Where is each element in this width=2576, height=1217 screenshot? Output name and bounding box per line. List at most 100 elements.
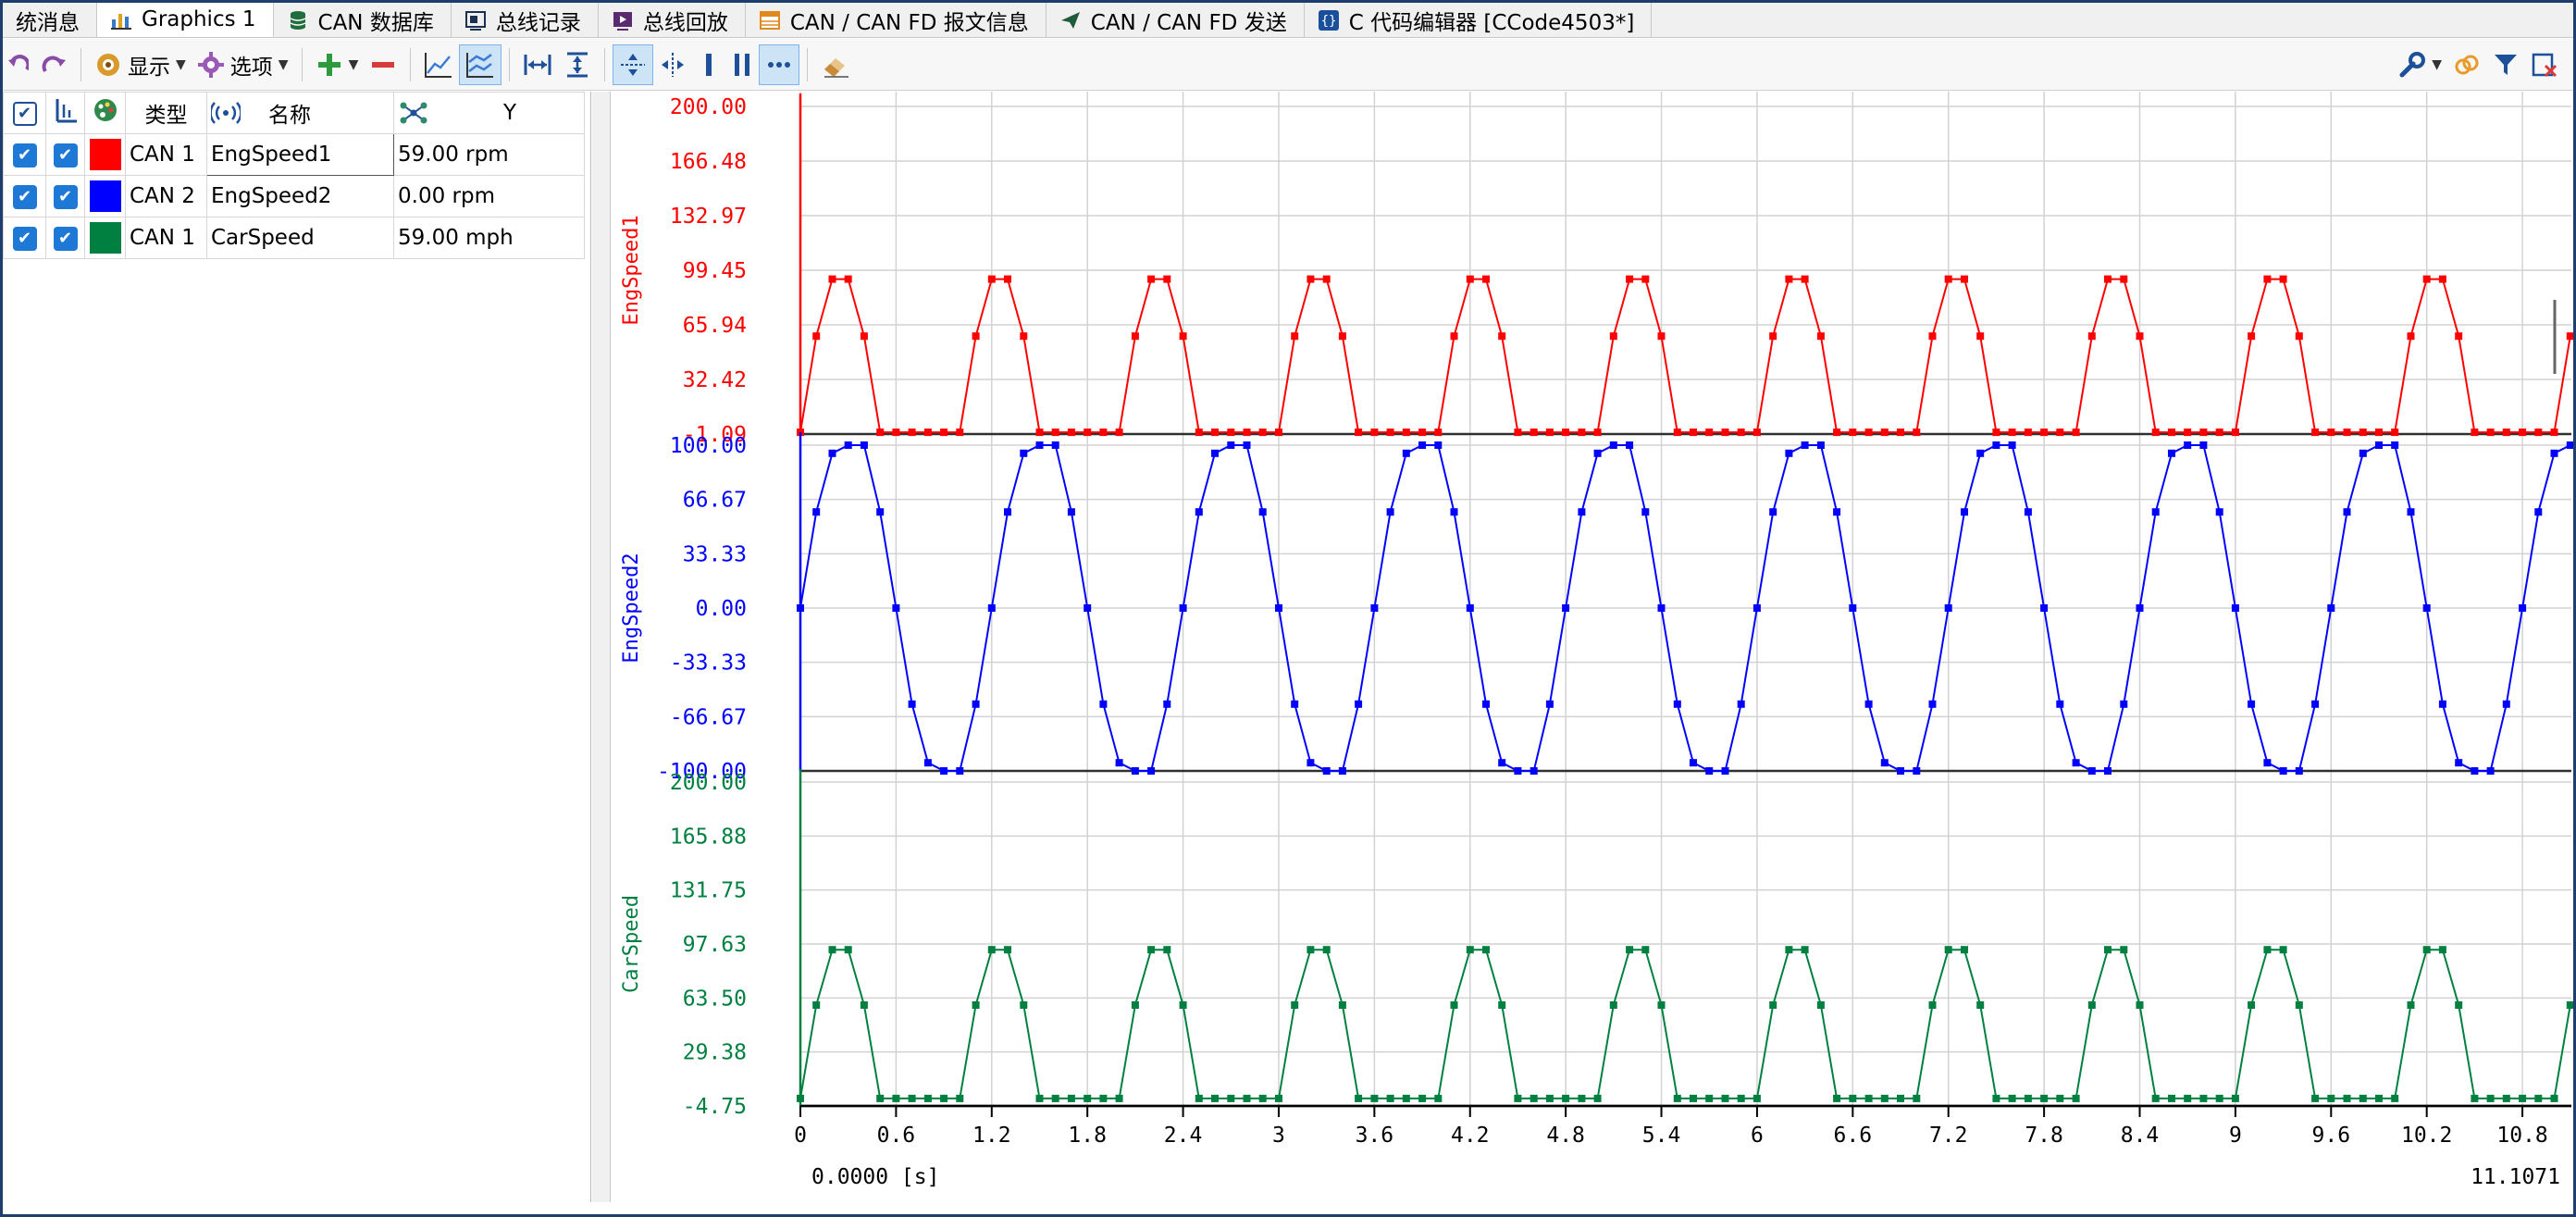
data-point (1466, 275, 1474, 283)
header-y[interactable]: Y (393, 92, 585, 134)
display-menu-button[interactable]: 显示 ▼ (89, 44, 192, 85)
show-points-button[interactable] (759, 43, 800, 85)
data-point (2263, 946, 2272, 954)
data-point (1864, 1094, 1873, 1102)
data-point (1801, 946, 1809, 954)
y-axis-label: CarSpeed (620, 895, 643, 993)
tab-can-message-info[interactable]: CAN / CAN FD 报文信息 (746, 3, 1046, 37)
header-axis-column[interactable] (45, 92, 85, 134)
tab-bus-playback[interactable]: 总线回放 (599, 3, 746, 37)
data-point (2024, 428, 2032, 437)
table-row[interactable]: ✔ ✔ CAN 1 CarSpeed 59.00 mph (3, 217, 585, 259)
data-point (1961, 946, 1968, 954)
settings-tool-button[interactable]: ▼ (2393, 44, 2447, 85)
cursor-single-button[interactable] (692, 44, 725, 85)
clear-button[interactable] (815, 44, 856, 85)
data-point (892, 1094, 900, 1102)
remove-signal-button[interactable] (364, 44, 402, 85)
data-point (1769, 332, 1777, 341)
signal-chart[interactable]: 200.00 166.48 132.97 99.45 65.94 32.42 -1.09 En… (612, 92, 2573, 1202)
table-row[interactable]: ✔ ✔ CAN 1 EngSpeed1 59.00 rpm (3, 133, 585, 176)
data-point (1418, 428, 1427, 437)
signal-name[interactable]: EngSpeed2 (206, 175, 394, 217)
data-point (2438, 700, 2446, 708)
data-point (2215, 1094, 2223, 1102)
data-point (2040, 428, 2049, 437)
checkbox-checked-icon[interactable]: ✔ (12, 143, 37, 168)
data-point (1785, 275, 1793, 283)
cursor-double-button[interactable] (725, 44, 759, 85)
panel-splitter[interactable] (592, 92, 611, 1202)
data-point (860, 441, 868, 449)
x-tick-label: 0.6 (877, 1124, 916, 1148)
data-point (2263, 759, 2272, 767)
data-point (812, 1001, 821, 1009)
separate-axis-button[interactable] (459, 43, 502, 85)
clear-filter-button[interactable] (2525, 44, 2573, 85)
data-point (1211, 449, 1219, 457)
data-point (1402, 428, 1410, 437)
scatter-icon (400, 102, 427, 124)
header-type[interactable]: 类型 (125, 92, 207, 134)
checkbox-checked-icon[interactable]: ✔ (53, 184, 78, 209)
filter-button[interactable] (2486, 44, 2525, 85)
table-row[interactable]: ✔ ✔ CAN 2 EngSpeed2 0.00 rpm (3, 175, 585, 217)
signal-name[interactable]: EngSpeed1 (206, 133, 394, 176)
header-name[interactable]: 名称 (206, 92, 394, 134)
y-tick-label: -4.75 (683, 1095, 747, 1119)
data-point (2422, 604, 2431, 612)
tab-c-code-editor[interactable]: {} C 代码编辑器 [CCode4503*] (1305, 3, 1653, 37)
x-split-button[interactable] (653, 44, 692, 85)
data-point (2375, 428, 2383, 437)
data-point (1657, 604, 1666, 612)
data-point (1944, 275, 1952, 283)
add-signal-button[interactable]: ▼ (310, 44, 365, 85)
y-split-button[interactable] (613, 43, 654, 85)
options-menu-button[interactable]: 选项 ▼ (192, 44, 294, 85)
data-point (2295, 332, 2303, 341)
checkbox-checked-icon: ✔ (12, 101, 37, 126)
tab-system-messages[interactable]: 统消息 (3, 3, 97, 37)
undo-button[interactable] (3, 44, 34, 85)
toolbar-separator (410, 47, 412, 81)
data-point (2104, 946, 2112, 954)
tab-can-send[interactable]: CAN / CAN FD 发送 (1046, 3, 1305, 37)
data-point (812, 332, 821, 341)
data-point (860, 332, 868, 341)
data-point (1928, 1001, 1937, 1009)
data-point (1179, 604, 1187, 612)
tab-can-database[interactable]: CAN 数据库 (274, 3, 452, 37)
checkbox-checked-icon[interactable]: ✔ (53, 226, 78, 251)
x-tick-label: 2.4 (1164, 1124, 1203, 1148)
link-button[interactable] (2447, 44, 2486, 85)
header-check-all[interactable]: ✔ (3, 92, 46, 134)
color-swatch[interactable] (89, 222, 121, 254)
graphics-chart-area[interactable]: 200.00 166.48 132.97 99.45 65.94 32.42 -1.09 En… (612, 92, 2573, 1202)
data-point (2502, 1094, 2510, 1102)
tab-bus-record[interactable]: 总线记录 (452, 3, 599, 37)
checkbox-checked-icon[interactable]: ✔ (12, 184, 37, 209)
data-point (1769, 508, 1777, 516)
data-point (1593, 449, 1602, 457)
single-axis-button[interactable] (418, 44, 459, 85)
fit-y-button[interactable] (558, 44, 597, 85)
data-point (1737, 1094, 1745, 1102)
x-end-label: 11.1071 (2471, 1165, 2560, 1189)
checkbox-checked-icon[interactable]: ✔ (12, 226, 37, 251)
data-point (1355, 428, 1363, 437)
checkbox-checked-icon[interactable]: ✔ (53, 143, 78, 168)
tab-graphics-1[interactable]: Graphics 1 (97, 3, 274, 37)
data-point (1291, 1001, 1299, 1009)
data-point (2040, 1094, 2049, 1102)
color-swatch[interactable] (89, 180, 121, 212)
data-point (1849, 428, 1857, 437)
redo-button[interactable] (34, 44, 73, 85)
header-color-column[interactable] (84, 92, 126, 134)
color-swatch[interactable] (89, 139, 121, 170)
y-tick-label: 66.67 (683, 489, 747, 513)
fit-x-button[interactable] (517, 44, 558, 85)
y-tick-label: 131.75 (670, 879, 747, 903)
signal-name[interactable]: CarSpeed (206, 217, 394, 259)
data-point (876, 428, 885, 437)
toolbar-separator (509, 47, 511, 81)
